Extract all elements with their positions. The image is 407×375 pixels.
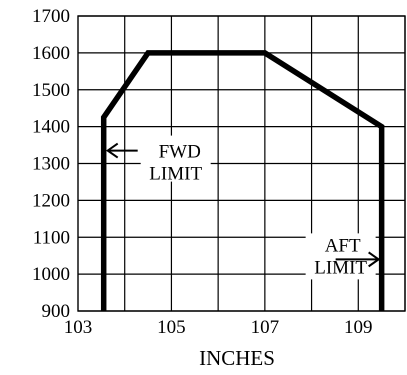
fwd-limit-label: FWD (159, 142, 201, 163)
aft-limit-label-bg (305, 233, 376, 280)
y-tick-label: 900 (42, 301, 71, 322)
y-tick-label: 1500 (32, 80, 70, 101)
aft-limit-label: LIMIT (314, 257, 367, 278)
fwd-limit-label: LIMIT (149, 164, 202, 185)
x-axis-ticks: 103 105 107 109 (64, 317, 373, 338)
fwd-limit-arrow-head (105, 142, 119, 159)
x-axis-label: INCHES (199, 346, 275, 370)
x-tick-label: 103 (64, 317, 93, 338)
x-tick-label: 107 (251, 317, 280, 338)
y-tick-label: 1000 (32, 264, 70, 285)
envelope-line (100, 50, 385, 311)
y-tick-label: 1200 (32, 190, 70, 211)
aft-limit-label: AFT (325, 235, 361, 256)
x-tick-label: 105 (157, 317, 186, 338)
plot-border (77, 15, 406, 312)
x-tick-label: 109 (344, 317, 373, 338)
fwd-limit-label-bg (140, 135, 211, 182)
series-layer (100, 50, 385, 311)
y-tick-label: 1600 (32, 43, 70, 64)
y-axis-ticks: 900 1000 1100 1200 1300 1400 1500 1600 1700 (32, 6, 70, 322)
y-tick-label: 1300 (32, 154, 70, 175)
y-tick-label: 1400 (32, 117, 70, 138)
aft-limit-arrow-head (368, 251, 381, 268)
y-tick-label: 1100 (33, 227, 70, 248)
plot-frame (77, 15, 406, 312)
y-tick-label: 1700 (32, 6, 70, 27)
